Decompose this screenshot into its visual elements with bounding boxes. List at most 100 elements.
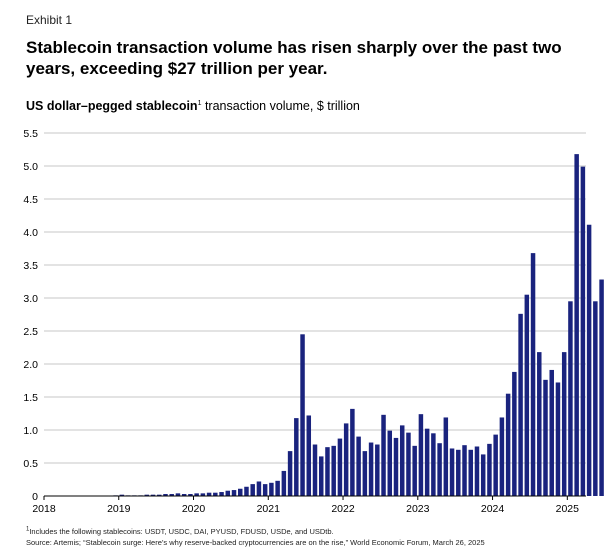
bar: [574, 154, 579, 496]
y-tick-label: 5.5: [23, 128, 38, 140]
bar: [537, 352, 542, 496]
bar: [456, 449, 461, 496]
bar: [188, 494, 193, 496]
bar: [375, 444, 380, 496]
bar: [368, 442, 374, 496]
bar: [163, 494, 168, 496]
y-tick-label: 1.5: [23, 392, 38, 404]
bar: [412, 445, 417, 496]
y-tick-label: 4.0: [23, 227, 38, 239]
x-axis: 2018 2019 2020 2021 2022 2023 2024 2025: [32, 495, 586, 515]
bar: [468, 449, 473, 496]
bar: [219, 492, 224, 496]
y-tick-label: 2.0: [23, 359, 38, 371]
x-tick-label: 2025: [556, 503, 580, 515]
bar: [150, 494, 156, 496]
bar: [431, 433, 436, 496]
footnote-marker: 1: [26, 526, 30, 533]
chart-subtitle: US dollar–pegged stablecoin1 transaction…: [26, 99, 360, 113]
bar: [294, 418, 299, 496]
y-tick-label: 2.5: [23, 326, 38, 338]
bar: [487, 443, 492, 496]
x-tick-label: 2021: [257, 503, 281, 515]
bar: [343, 423, 349, 496]
exhibit-label: Exhibit 1: [26, 13, 73, 27]
bar: [337, 438, 343, 496]
bar: [399, 425, 405, 496]
gridlines: [44, 132, 586, 464]
bar: [181, 494, 187, 496]
bar: [144, 494, 150, 496]
y-tick-label: 3.0: [23, 293, 38, 305]
chart-headline: Stablecoin transaction volume has risen …: [26, 38, 562, 78]
bar: [175, 493, 181, 496]
bar: [250, 484, 255, 496]
bar: [262, 484, 268, 496]
bar: [499, 417, 505, 496]
bar: [555, 382, 561, 496]
bar: [524, 294, 530, 496]
bar: [418, 414, 424, 496]
bar: [580, 166, 586, 496]
y-tick-label: 4.5: [23, 194, 38, 206]
bar: [381, 414, 386, 496]
bar: [599, 279, 604, 496]
subtitle-bold: US dollar–pegged stablecoin: [26, 99, 198, 113]
bar: [474, 446, 480, 496]
y-tick-label: 3.5: [23, 260, 38, 272]
bar: [300, 334, 305, 496]
bar: [225, 490, 231, 496]
bar: [213, 492, 218, 496]
x-tick-label: 2020: [182, 503, 206, 515]
bar: [505, 393, 511, 496]
bar-series: [113, 154, 604, 497]
bar: [238, 488, 243, 496]
bar: [281, 470, 287, 496]
y-tick-label: 1.0: [23, 425, 38, 437]
y-axis-tick-labels: 0 0.5 1.0 1.5 2.0 2.5 3.0 3.5 4.0 4.5 5.0 5.5: [23, 128, 38, 503]
bar: [350, 408, 355, 496]
bar: [543, 379, 548, 496]
bar: [449, 448, 455, 496]
bar: [424, 428, 430, 496]
x-tick-label: 2024: [481, 503, 505, 515]
bar: [406, 432, 411, 496]
bar: [194, 493, 199, 496]
source-note: Source: Artemis; “Stablecoin surge: Here…: [26, 538, 485, 547]
bar: [593, 301, 598, 496]
bar: [275, 480, 280, 496]
bar: [169, 494, 174, 496]
footnote: 1Includes the following stablecoins: USD…: [26, 526, 334, 537]
bar: [200, 493, 206, 496]
bar: [518, 313, 523, 496]
bar: [362, 451, 368, 496]
bar: [206, 492, 212, 496]
bar: [512, 371, 517, 496]
x-tick-label: 2022: [331, 503, 355, 515]
bar: [586, 224, 592, 497]
bar: [318, 456, 324, 496]
bar: [393, 437, 399, 496]
bar: [231, 490, 237, 496]
bar: [480, 454, 486, 496]
bar: [549, 369, 554, 496]
bar: [493, 434, 498, 496]
bar: [306, 415, 312, 496]
subtitle-units: transaction volume, $ trillion: [201, 99, 360, 113]
bar: [256, 481, 262, 496]
x-tick-label: 2023: [406, 503, 430, 515]
bar: [443, 417, 449, 496]
bar: [462, 445, 467, 496]
bar: [356, 436, 361, 496]
x-tick-label: 2019: [107, 503, 131, 515]
bar: [119, 494, 125, 496]
bar: [437, 443, 442, 496]
x-tick-label: 2018: [32, 503, 56, 515]
bar: [325, 447, 330, 496]
bar: [269, 482, 274, 496]
y-tick-label: 0: [32, 491, 38, 503]
footnote-text: Includes the following stablecoins: USDT…: [29, 527, 334, 536]
bar: [561, 352, 567, 496]
bar: [287, 451, 293, 496]
